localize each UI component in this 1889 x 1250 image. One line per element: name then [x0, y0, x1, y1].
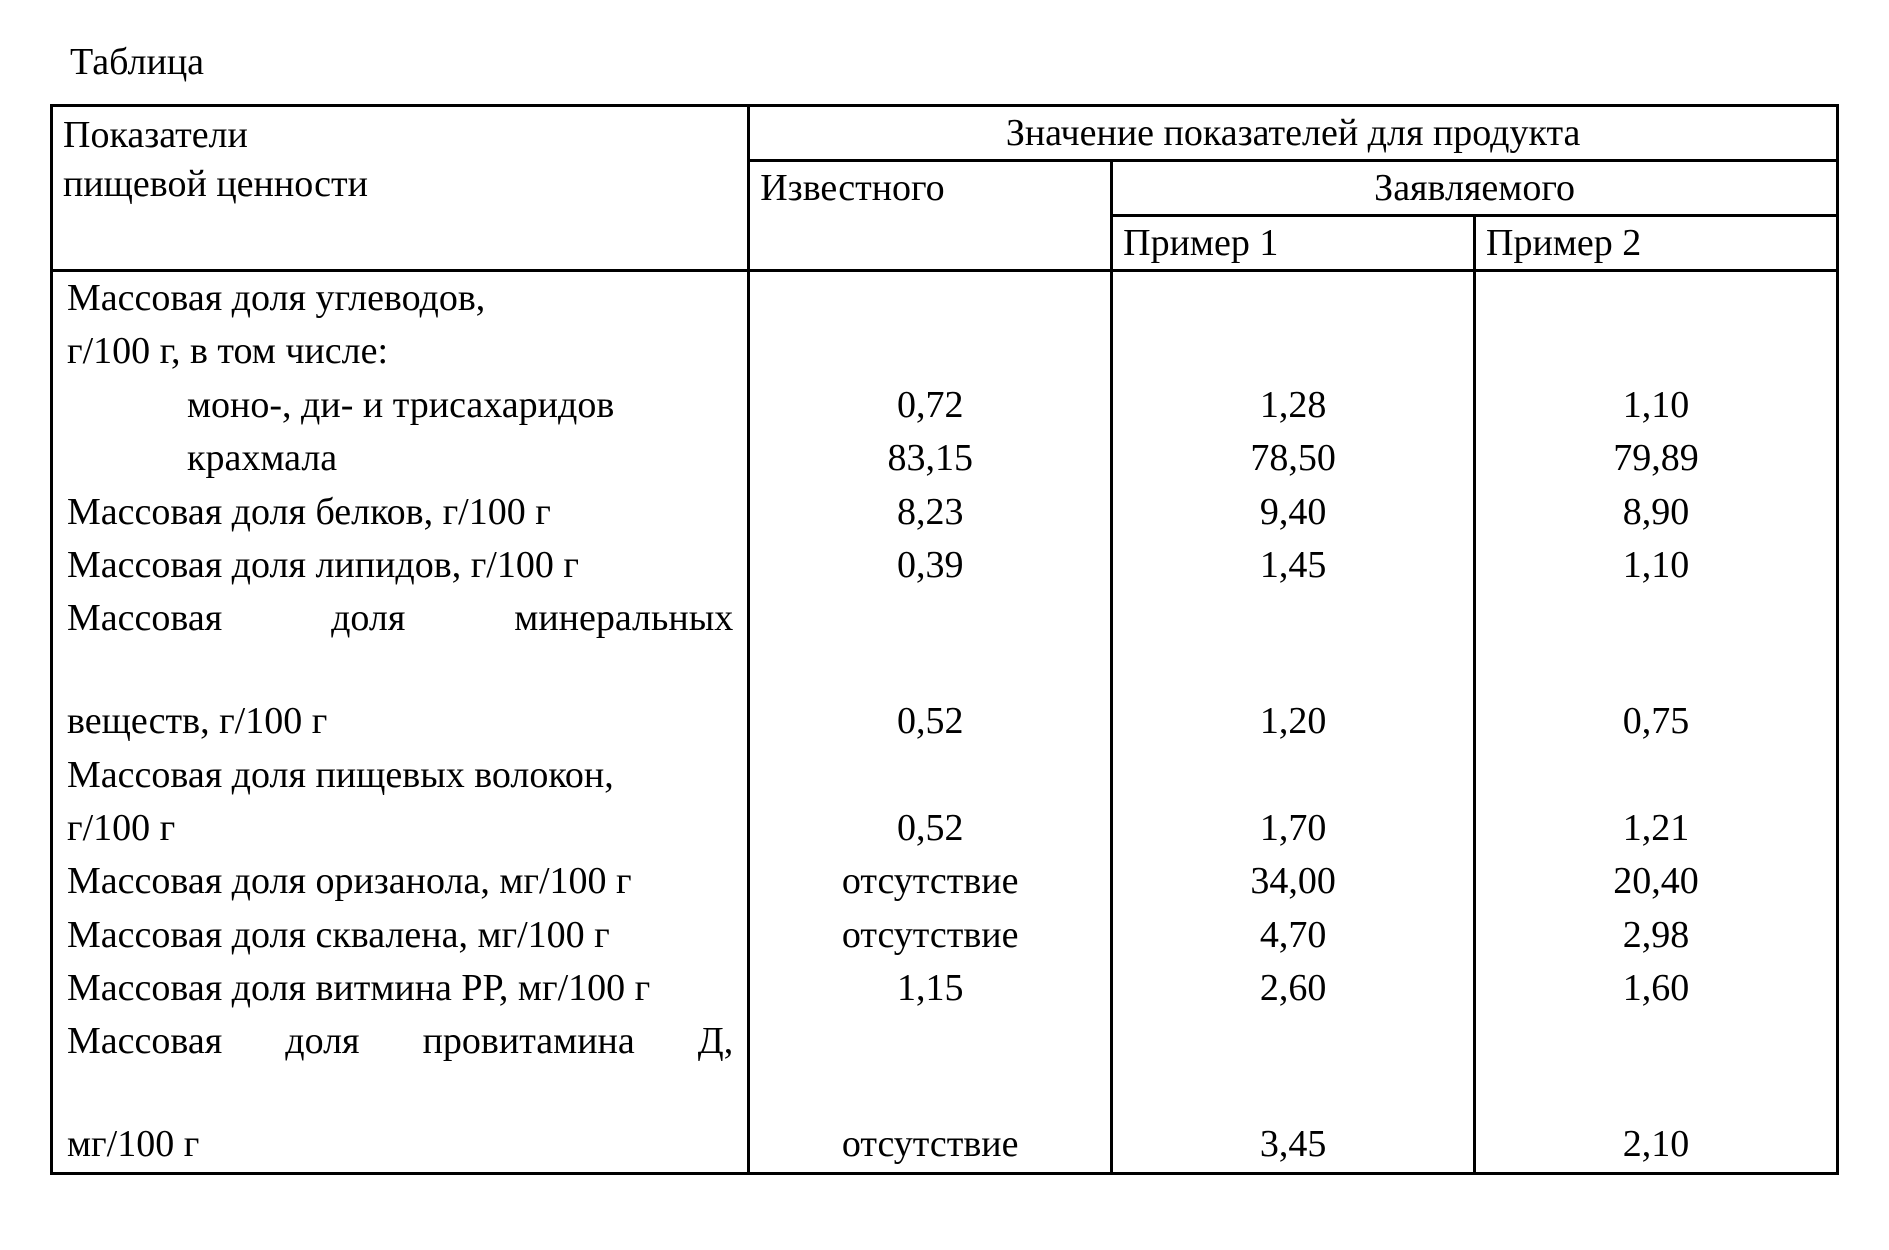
row-val1: отсутствие: [749, 909, 1112, 962]
row-val3: [1475, 592, 1838, 695]
row-label: крахмала: [52, 432, 749, 485]
row-val2: [1112, 271, 1475, 326]
row-label: г/100 г: [52, 802, 749, 855]
row-val1: отсутствие: [749, 855, 1112, 908]
row-label: веществ, г/100 г: [52, 695, 749, 748]
table-title: Таблица: [50, 40, 1839, 84]
row-val3: 2,10: [1475, 1118, 1838, 1173]
table-row: Массовая доля липидов, г/100 г 0,39 1,45…: [52, 539, 1838, 592]
row-val3: 1,10: [1475, 379, 1838, 432]
header-claimed-group: Заявляемого: [1112, 161, 1838, 216]
header-indicators-line2: пищевой ценности: [63, 160, 737, 209]
table-row: Массовая доля минеральных: [52, 592, 1838, 695]
row-label: Массовая доля липидов, г/100 г: [52, 539, 749, 592]
row-val1: 8,23: [749, 486, 1112, 539]
table-row: Массовая доля провитамина Д,: [52, 1015, 1838, 1118]
row-val3: 1,21: [1475, 802, 1838, 855]
row-val1: [749, 325, 1112, 378]
row-val2: 1,45: [1112, 539, 1475, 592]
table-row: мг/100 г отсутствие 3,45 2,10: [52, 1118, 1838, 1173]
header-values-group: Значение показателей для продукта: [749, 106, 1838, 161]
row-label: Массовая доля провитамина Д,: [52, 1015, 749, 1118]
row-label-indent: крахмала: [67, 434, 733, 483]
header-known: Известного: [749, 161, 1112, 271]
table-row: Массовая доля сквалена, мг/100 г отсутст…: [52, 909, 1838, 962]
row-val3: 1,10: [1475, 539, 1838, 592]
row-val3: 8,90: [1475, 486, 1838, 539]
row-val2: [1112, 749, 1475, 802]
header-indicators-line1: Показатели: [63, 111, 737, 160]
row-label: моно-, ди- и трисахаридов: [52, 379, 749, 432]
row-label: Массовая доля витмина РР, мг/100 г: [52, 962, 749, 1015]
row-val3: 79,89: [1475, 432, 1838, 485]
nutrition-table: Показатели пищевой ценности Значение пок…: [50, 104, 1839, 1175]
row-val1: [749, 749, 1112, 802]
row-val1: 0,52: [749, 802, 1112, 855]
row-val3: 20,40: [1475, 855, 1838, 908]
row-val3: [1475, 749, 1838, 802]
row-val2: 9,40: [1112, 486, 1475, 539]
row-label: Массовая доля белков, г/100 г: [52, 486, 749, 539]
table-row: Массовая доля белков, г/100 г 8,23 9,40 …: [52, 486, 1838, 539]
row-val3: [1475, 1015, 1838, 1118]
table-row: Массовая доля углеводов,: [52, 271, 1838, 326]
row-val3: 1,60: [1475, 962, 1838, 1015]
row-label: Массовая доля углеводов,: [52, 271, 749, 326]
row-val2: 1,20: [1112, 695, 1475, 748]
row-val1: [749, 271, 1112, 326]
row-val3: [1475, 271, 1838, 326]
row-val3: 0,75: [1475, 695, 1838, 748]
table-row: Массовая доля оризанола, мг/100 г отсутс…: [52, 855, 1838, 908]
row-val1: 1,15: [749, 962, 1112, 1015]
row-val1: [749, 592, 1112, 695]
row-val2: 34,00: [1112, 855, 1475, 908]
table-row: веществ, г/100 г 0,52 1,20 0,75: [52, 695, 1838, 748]
table-row: г/100 г 0,52 1,70 1,21: [52, 802, 1838, 855]
row-label: Массовая доля оризанола, мг/100 г: [52, 855, 749, 908]
row-val1: [749, 1015, 1112, 1118]
row-val2: 3,45: [1112, 1118, 1475, 1173]
table-row: крахмала 83,15 78,50 79,89: [52, 432, 1838, 485]
row-label: Массовая доля пищевых волокон,: [52, 749, 749, 802]
row-val1: 0,39: [749, 539, 1112, 592]
header-example2: Пример 2: [1475, 216, 1838, 271]
header-indicators: Показатели пищевой ценности: [52, 106, 749, 271]
row-val1: 83,15: [749, 432, 1112, 485]
table-row: Массовая доля пищевых волокон,: [52, 749, 1838, 802]
row-label: Массовая доля сквалена, мг/100 г: [52, 909, 749, 962]
row-label: Массовая доля минеральных: [52, 592, 749, 695]
table-row: моно-, ди- и трисахаридов 0,72 1,28 1,10: [52, 379, 1838, 432]
header-example1: Пример 1: [1112, 216, 1475, 271]
row-label: мг/100 г: [52, 1118, 749, 1173]
row-val2: [1112, 592, 1475, 695]
row-val1: 0,52: [749, 695, 1112, 748]
row-val2: [1112, 1015, 1475, 1118]
row-val2: 4,70: [1112, 909, 1475, 962]
row-val1: 0,72: [749, 379, 1112, 432]
row-val2: 78,50: [1112, 432, 1475, 485]
row-val3: [1475, 325, 1838, 378]
table-row: г/100 г, в том числе:: [52, 325, 1838, 378]
row-val2: 1,70: [1112, 802, 1475, 855]
row-val1: отсутствие: [749, 1118, 1112, 1173]
row-label: г/100 г, в том числе:: [52, 325, 749, 378]
row-label-indent: моно-, ди- и трисахаридов: [67, 381, 733, 430]
row-val2: 1,28: [1112, 379, 1475, 432]
table-row: Массовая доля витмина РР, мг/100 г 1,15 …: [52, 962, 1838, 1015]
row-val3: 2,98: [1475, 909, 1838, 962]
row-val2: [1112, 325, 1475, 378]
row-val2: 2,60: [1112, 962, 1475, 1015]
